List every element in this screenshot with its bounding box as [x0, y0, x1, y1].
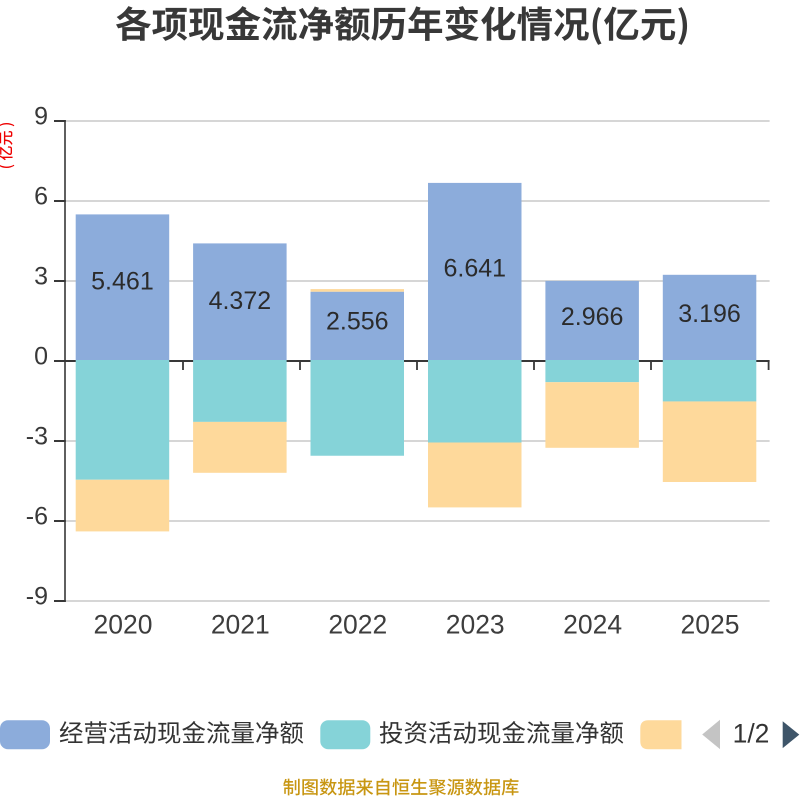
svg-text:2025: 2025	[681, 609, 740, 639]
svg-text:2021: 2021	[211, 609, 270, 639]
svg-text:-6: -6	[26, 503, 48, 531]
svg-text:-3: -3	[26, 423, 48, 451]
svg-text:2020: 2020	[94, 609, 153, 639]
svg-text:5.461: 5.461	[91, 268, 154, 296]
svg-text:3.196: 3.196	[678, 300, 741, 328]
svg-text:2.556: 2.556	[326, 307, 389, 335]
svg-text:9: 9	[34, 103, 48, 131]
svg-text:2022: 2022	[328, 609, 387, 639]
svg-text:6.641: 6.641	[443, 255, 506, 283]
svg-text:-9: -9	[26, 583, 48, 611]
svg-text:1/2: 1/2	[733, 719, 770, 749]
svg-text:4.372: 4.372	[209, 287, 272, 315]
svg-text:6: 6	[34, 183, 48, 211]
svg-text:3: 3	[34, 263, 48, 291]
svg-text:2023: 2023	[446, 609, 505, 639]
svg-text:2.966: 2.966	[561, 303, 624, 331]
svg-text:2024: 2024	[563, 609, 622, 639]
svg-text:0: 0	[34, 343, 48, 371]
